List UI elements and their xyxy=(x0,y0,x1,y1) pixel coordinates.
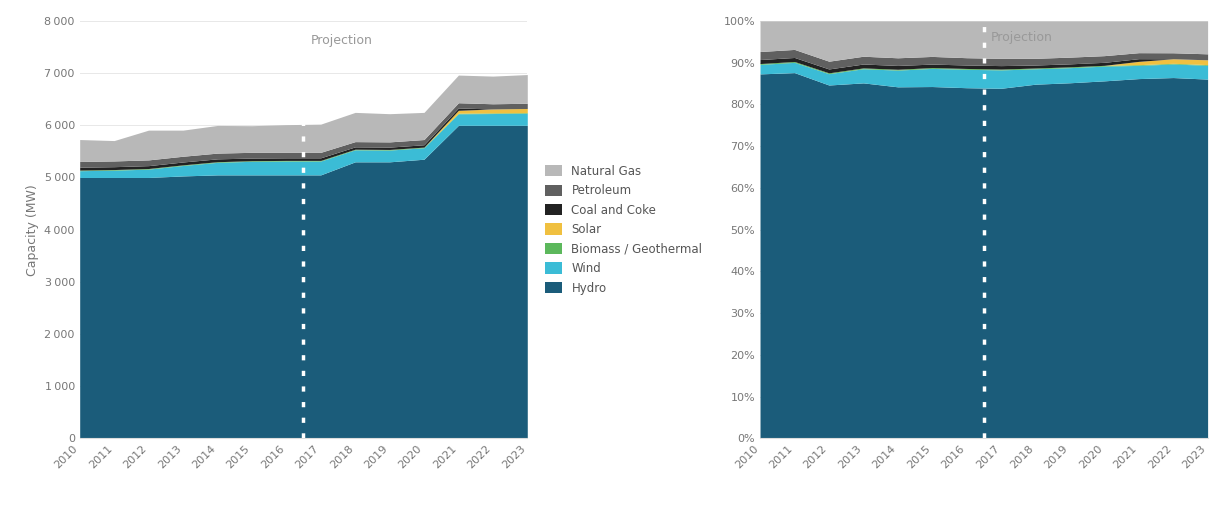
Text: Projection: Projection xyxy=(310,34,373,47)
Y-axis label: Capacity (MW): Capacity (MW) xyxy=(26,184,39,276)
Legend: Natural Gas, Petroleum, Coal and Coke, Solar, Biomass / Geothermal, Wind, Hydro: Natural Gas, Petroleum, Coal and Coke, S… xyxy=(546,165,702,294)
Text: Projection: Projection xyxy=(991,31,1053,44)
